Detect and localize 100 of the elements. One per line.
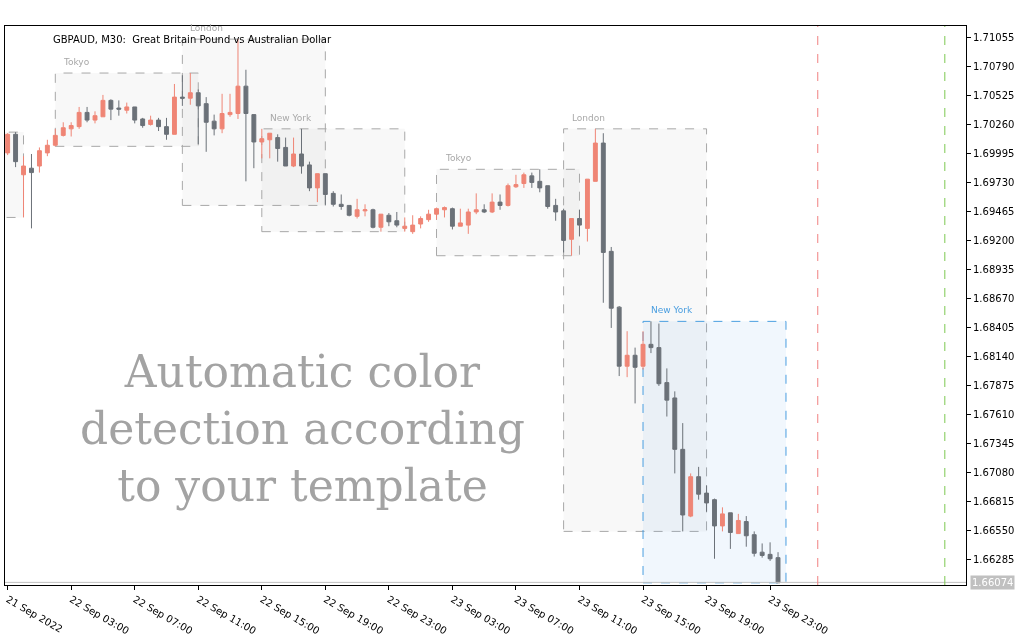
candlestick [219,93,225,134]
candlestick [283,137,289,167]
candlestick [52,128,58,147]
y-tick-label: 1.70525 [973,89,1015,101]
y-tick-label: 1.68670 [973,292,1015,304]
candlestick [116,99,122,117]
candlestick [664,367,670,418]
candlestick [60,121,66,137]
candlestick [489,192,495,214]
candlestick [13,131,19,168]
candlestick [330,190,336,207]
candlestick [449,207,455,230]
candlestick [378,213,384,233]
y-tick-label: 1.69730 [973,176,1015,188]
candlestick [481,203,487,214]
candlestick [354,198,360,220]
candlestick [291,137,297,168]
candlestick [243,69,249,182]
candlestick [76,106,82,130]
band-label: New York [270,113,312,123]
candlestick [569,218,574,257]
candlestick [21,155,26,218]
candlestick [727,512,733,550]
candlestick [688,472,694,518]
band-label: New York [651,305,693,315]
candlestick [92,110,98,124]
candlestick [275,133,281,163]
candlestick [648,320,654,354]
candlestick [227,93,233,118]
candlestick [497,193,503,211]
ref-line-label: 1.66074 [972,577,1014,588]
candlestick [545,185,551,210]
candlestick [592,128,598,182]
candlestick [211,114,217,136]
candlestick [775,551,781,584]
candlestick [148,115,154,127]
candlestick [553,198,559,222]
y-tick-label: 1.67875 [973,379,1015,391]
candlestick [195,88,201,145]
candlestick [759,542,765,559]
candlestick [44,139,50,157]
candlestick [457,208,463,227]
candlestick [386,212,392,227]
y-tick-label: 1.68935 [973,263,1015,275]
candlestick [434,207,439,221]
y-tick-label: 1.66815 [973,495,1015,507]
candlestick [608,246,614,329]
candlestick [36,146,42,174]
candlestick [521,172,527,189]
candlestick [616,305,622,377]
candlestick [640,330,646,370]
candlestick [29,153,34,229]
candlestick [108,98,114,121]
candlestick [656,323,662,387]
candlestick [751,530,757,558]
candlestick [164,117,169,141]
candlestick [394,211,400,228]
candlestick [513,174,519,188]
y-tick-label: 1.71055 [973,31,1015,43]
candlestick [140,117,146,129]
candlestick [672,390,678,474]
y-tick-label: 1.70790 [973,60,1015,72]
candlestick [442,206,447,218]
candlestick [338,193,344,211]
candlestick [719,506,725,532]
candlestick [704,484,709,513]
candlestick [203,96,209,153]
candlestick [84,106,90,123]
candlestick [179,74,185,107]
candlestick [505,183,511,207]
candlestick [68,121,74,137]
y-tick-label: 1.67080 [973,466,1015,478]
candlestick [314,173,320,203]
candlestick [251,114,257,169]
candlestick [743,515,749,548]
candlestick [5,132,11,156]
candlestick [624,330,630,378]
candlestick [322,173,328,206]
candlestick [426,209,432,223]
band-label: Tokyo [63,57,90,67]
y-tick-label: 1.68140 [973,350,1015,362]
candlestick [632,347,638,404]
text: GBPAUD, M30: Great Britain Pound vs Australian Dollar [53,34,332,45]
candlestick [537,168,543,193]
candlestick [370,208,376,229]
candlestick [100,94,106,118]
candlestick [767,541,773,562]
y-tick-label: 1.67345 [973,437,1015,449]
candlestick [584,178,590,242]
candlestick [132,106,138,124]
y-tick-label: 1.69995 [973,147,1015,159]
candlestick [259,128,265,159]
candlestick [346,204,352,217]
candlestick [712,498,717,560]
candlestick [696,466,702,501]
candlestick [473,192,479,215]
candlestick [267,132,273,159]
candlestick [561,208,567,253]
candlestick [410,214,416,235]
candlestick [124,102,130,115]
